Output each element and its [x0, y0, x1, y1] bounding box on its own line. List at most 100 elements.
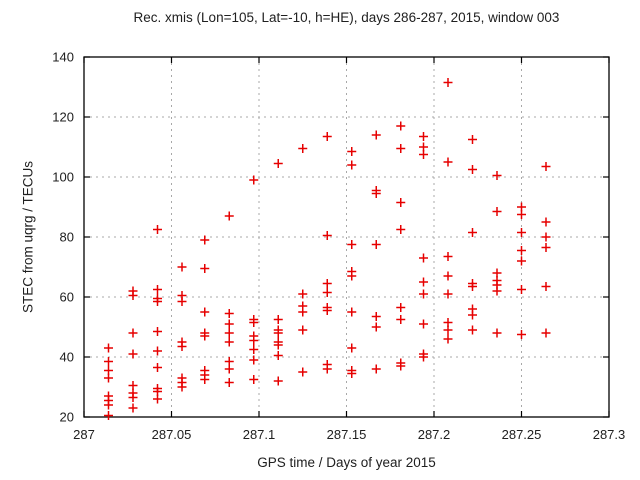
- data-point: [517, 210, 526, 219]
- data-point: [371, 322, 381, 332]
- x-axis-label: GPS time / Days of year 2015: [257, 455, 436, 470]
- data-point: [104, 357, 113, 366]
- data-point: [396, 303, 406, 312]
- data-point: [347, 307, 357, 317]
- data-point: [517, 330, 526, 339]
- y-tick-label: 120: [52, 110, 74, 125]
- data-point: [347, 369, 357, 378]
- data-point: [419, 277, 428, 287]
- data-point: [224, 337, 234, 347]
- data-point: [443, 78, 453, 87]
- data-point: [298, 325, 308, 335]
- data-point: [419, 352, 428, 362]
- data-point: [371, 130, 381, 140]
- data-point: [517, 285, 526, 294]
- data-point: [128, 291, 138, 300]
- data-point: [177, 382, 187, 392]
- data-point: [249, 336, 259, 345]
- data-point: [104, 343, 113, 353]
- data-point: [396, 361, 406, 371]
- data-point: [541, 232, 551, 242]
- data-point: [396, 121, 406, 131]
- data-point: [541, 217, 551, 227]
- data-point: [419, 319, 428, 329]
- data-point: [249, 345, 259, 354]
- data-point: [468, 282, 477, 291]
- data-point: [322, 231, 332, 240]
- data-point: [153, 225, 162, 234]
- data-point: [177, 297, 187, 306]
- data-point: [443, 334, 453, 344]
- data-point: [200, 331, 210, 341]
- data-point: [419, 253, 428, 263]
- data-point: [224, 309, 234, 318]
- data-point: [104, 373, 113, 383]
- data-point: [153, 285, 162, 294]
- x-tick-label: 287: [73, 427, 95, 442]
- data-point: [541, 328, 551, 338]
- data-point: [273, 340, 283, 350]
- data-point: [396, 198, 406, 207]
- data-point: [419, 132, 428, 141]
- data-point: [468, 325, 477, 335]
- data-point: [443, 252, 453, 261]
- data-point: [322, 288, 332, 297]
- data-point: [468, 165, 477, 174]
- data-point: [517, 246, 526, 255]
- data-point: [517, 256, 526, 266]
- data-point: [104, 400, 113, 410]
- y-tick-label: 60: [60, 290, 74, 305]
- data-point: [224, 364, 234, 374]
- data-point: [298, 289, 308, 299]
- data-point: [347, 147, 357, 156]
- data-point: [371, 189, 381, 198]
- x-tick-label: 287.3: [593, 427, 626, 442]
- data-point: [224, 211, 234, 221]
- data-point: [153, 327, 162, 336]
- data-point: [443, 289, 453, 299]
- data-point: [541, 243, 551, 252]
- data-point: [273, 351, 283, 360]
- x-tick-label: 287.05: [152, 427, 192, 442]
- data-point: [541, 282, 551, 291]
- data-point: [224, 319, 234, 329]
- data-point: [273, 159, 283, 168]
- data-point: [468, 310, 477, 320]
- data-point: [200, 307, 210, 317]
- data-point: [128, 349, 138, 359]
- data-point: [347, 160, 357, 170]
- data-point: [298, 367, 308, 377]
- data-point: [128, 328, 138, 338]
- data-point: [298, 307, 308, 317]
- data-point: [347, 343, 357, 353]
- chart-title: Rec. xmis (Lon=105, Lat=-10, h=HE), days…: [133, 10, 560, 25]
- data-point: [492, 171, 502, 180]
- data-point: [371, 364, 381, 374]
- data-point: [177, 342, 187, 351]
- x-tick-label: 287.2: [418, 427, 451, 442]
- data-point: [322, 306, 332, 315]
- data-point: [396, 144, 406, 153]
- data-point: [322, 279, 332, 288]
- data-point: [128, 393, 138, 402]
- data-point: [177, 262, 187, 272]
- data-point: [541, 162, 551, 171]
- data-point: [468, 135, 477, 144]
- data-point: [322, 132, 332, 141]
- data-point: [443, 271, 453, 281]
- x-tick-label: 287.15: [327, 427, 367, 442]
- data-point: [492, 328, 502, 338]
- data-point: [104, 411, 113, 420]
- data-point: [153, 363, 162, 372]
- data-point: [468, 228, 477, 237]
- data-point: [200, 235, 210, 245]
- data-point: [517, 228, 526, 237]
- y-tick-label: 140: [52, 50, 74, 65]
- data-point: [298, 144, 308, 153]
- data-point: [128, 403, 138, 413]
- data-point: [153, 346, 162, 356]
- data-point: [419, 150, 428, 159]
- data-point: [443, 157, 453, 167]
